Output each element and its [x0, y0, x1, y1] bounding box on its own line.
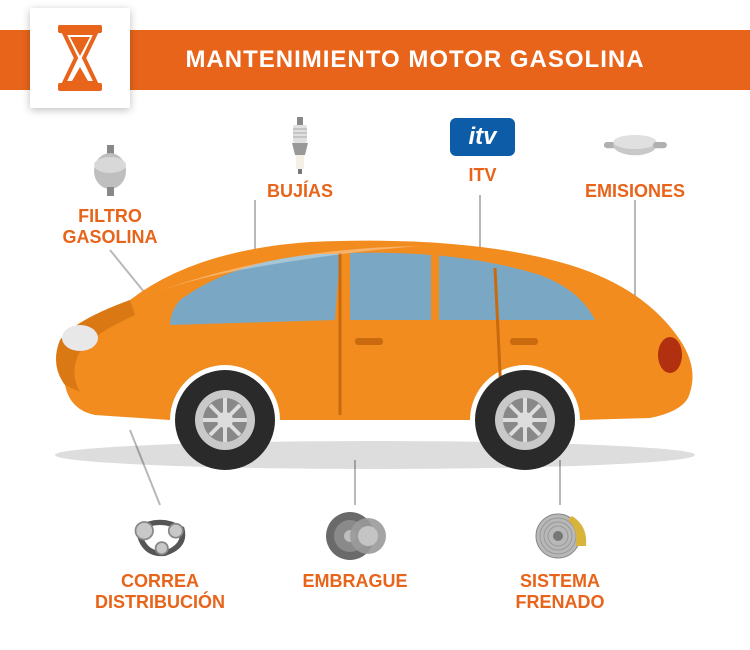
page-title: MANTENIMIENTO MOTOR GASOLINA [185, 46, 644, 74]
callout-bujias: BUJÍAS [245, 115, 355, 202]
brake-icon [525, 505, 595, 565]
callout-correa: CORREA DISTRIBUCIÓN [75, 505, 245, 612]
callout-itv: itv ITV [440, 115, 525, 186]
callout-frenado: SISTEMA FRENADO [490, 505, 630, 612]
spark-plug-icon [265, 115, 335, 175]
timing-belt-icon [125, 505, 195, 565]
car-illustration [40, 220, 710, 470]
fuel-filter-icon [75, 140, 145, 200]
muffler-icon [600, 115, 670, 175]
callout-label: SISTEMA FRENADO [490, 571, 630, 612]
callout-label: FILTRO GASOLINA [45, 206, 175, 247]
callout-label: CORREA DISTRIBUCIÓN [75, 571, 245, 612]
callout-emisiones: EMISIONES [565, 115, 705, 202]
callout-filtro-gasolina: FILTRO GASOLINA [45, 140, 175, 247]
itv-badge-icon: itv [448, 115, 518, 159]
itv-badge: itv [450, 118, 515, 156]
hourglass-icon [50, 23, 110, 93]
header-icon-box [30, 8, 130, 108]
callout-label: BUJÍAS [245, 181, 355, 202]
callout-label: EMISIONES [565, 181, 705, 202]
clutch-icon [320, 505, 390, 565]
callout-label: ITV [440, 165, 525, 186]
callout-embrague: EMBRAGUE [285, 505, 425, 592]
callout-label: EMBRAGUE [285, 571, 425, 592]
